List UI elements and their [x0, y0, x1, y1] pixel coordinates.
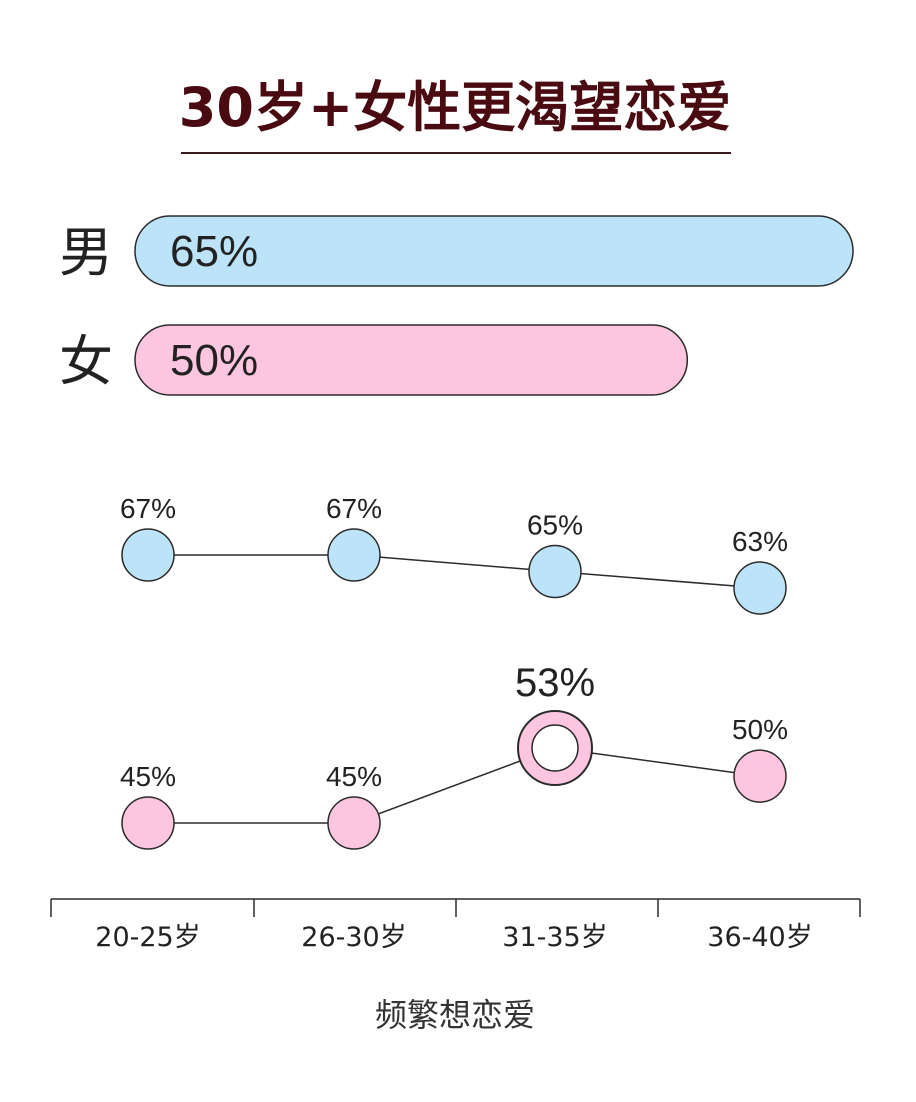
- data-label: 45%: [120, 761, 176, 792]
- data-label: 65%: [527, 510, 583, 541]
- data-label: 50%: [732, 714, 788, 745]
- x-axis: 20-25岁 26-30岁 31-35岁 36-40岁: [50, 898, 861, 953]
- series-line-segment: [554, 570, 761, 589]
- bar-category-label: 女: [59, 330, 113, 393]
- x-tick-label: 20-25岁: [95, 922, 200, 953]
- data-label: 45%: [326, 761, 382, 792]
- x-tick-label: 31-35岁: [502, 922, 607, 953]
- bar: [134, 215, 854, 287]
- data-label: 53%: [515, 661, 595, 705]
- x-tick-label: 26-30岁: [301, 922, 406, 953]
- data-point: [528, 544, 582, 599]
- data-point: [121, 796, 175, 850]
- bar-category-label: 男: [59, 221, 113, 284]
- data-point: [327, 796, 381, 850]
- bar-chart: 男 65% 女 50%: [59, 215, 854, 396]
- data-point: [733, 561, 787, 615]
- series-line-segment: [353, 554, 556, 573]
- bar: [134, 324, 689, 396]
- chart-title: 30岁+女性更渴望恋爱: [179, 76, 731, 139]
- data-point: [733, 749, 787, 803]
- data-label: 67%: [326, 493, 382, 524]
- bar-value-label: 65%: [170, 227, 258, 276]
- line-chart: 67% 67% 65% 63% 45% 45% 53% 50%: [120, 493, 788, 850]
- data-label: 63%: [732, 526, 788, 557]
- data-label: 67%: [120, 493, 176, 524]
- bar-value-label: 50%: [170, 336, 258, 385]
- data-point: [327, 528, 381, 582]
- data-point-highlight-inner: [531, 724, 579, 772]
- x-axis-label: 频繁想恋爱: [375, 996, 535, 1034]
- x-tick-label: 36-40岁: [707, 922, 812, 953]
- data-point: [121, 528, 175, 582]
